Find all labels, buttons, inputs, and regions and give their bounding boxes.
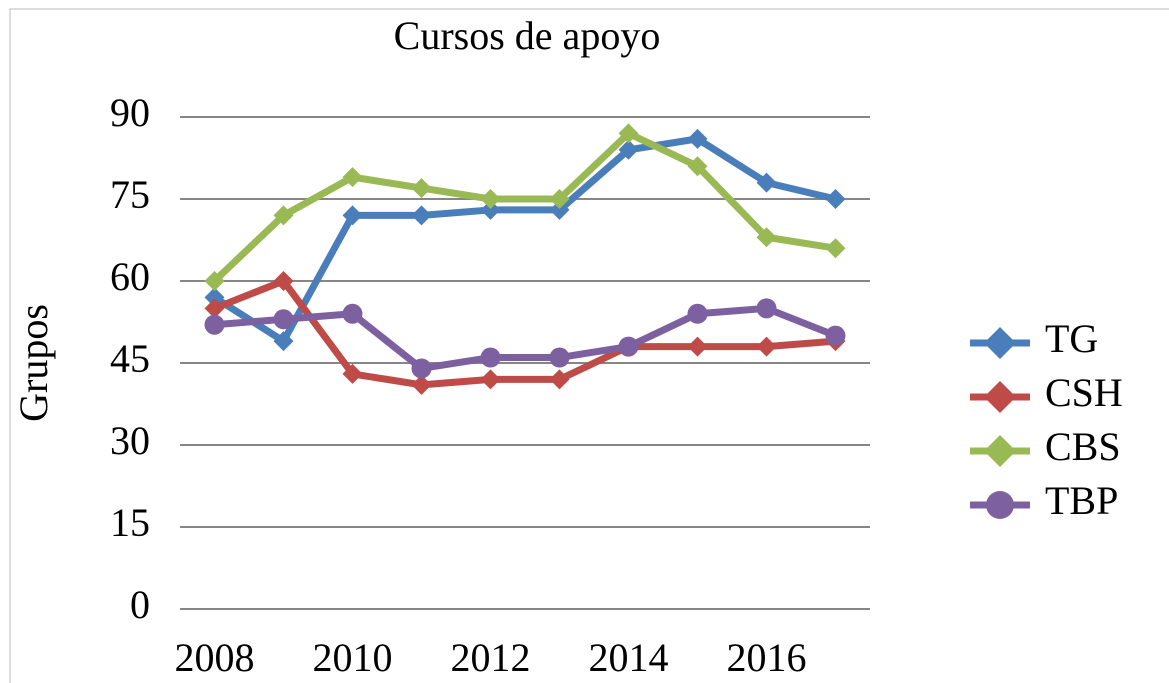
series	[204, 298, 846, 379]
legend-label: CBS	[1045, 424, 1121, 469]
marker	[273, 331, 294, 352]
marker	[549, 369, 570, 390]
marker	[756, 336, 777, 357]
marker	[687, 156, 708, 177]
y-axis-label: Grupos	[11, 304, 56, 422]
line	[212, 135, 837, 345]
x-tick-label: 2008	[175, 635, 255, 680]
marker	[204, 287, 225, 308]
chart-title: Cursos de apoyo	[394, 13, 661, 58]
marker	[549, 199, 570, 220]
legend-marker	[984, 327, 1016, 359]
legend-label: CSH	[1045, 370, 1123, 415]
marker	[687, 336, 708, 357]
legend-entry: CSH	[970, 370, 1123, 415]
marker	[825, 325, 846, 346]
marker	[480, 347, 501, 368]
legend-entry: TBP	[970, 478, 1118, 523]
marker	[549, 347, 570, 368]
line	[213, 277, 836, 389]
marker	[549, 189, 570, 209]
marker	[687, 303, 708, 324]
marker	[756, 227, 777, 248]
marker	[411, 205, 432, 226]
marker	[687, 128, 708, 149]
series	[204, 271, 846, 395]
marker	[480, 369, 501, 390]
marker	[411, 374, 432, 395]
marker	[756, 172, 777, 193]
y-tick-label: 60	[110, 254, 150, 299]
y-tick-label: 90	[110, 90, 150, 135]
y-tick-label: 75	[110, 172, 150, 217]
marker	[204, 271, 225, 291]
marker	[756, 298, 777, 319]
legend-entry: TG	[970, 316, 1098, 361]
line	[214, 304, 837, 372]
marker	[480, 199, 501, 220]
marker	[825, 189, 846, 209]
y-tick-label: 45	[110, 336, 150, 381]
series	[204, 123, 846, 291]
marker	[618, 336, 639, 357]
marker	[342, 363, 363, 384]
marker	[618, 139, 639, 160]
marker	[618, 123, 639, 144]
marker	[204, 298, 225, 319]
legend-marker	[986, 491, 1014, 519]
marker	[273, 271, 294, 291]
marker	[411, 178, 432, 199]
line	[212, 129, 837, 284]
marker	[273, 205, 294, 226]
y-tick-label: 0	[130, 582, 150, 627]
legend-label: TG	[1045, 316, 1098, 361]
legend-marker	[984, 381, 1016, 413]
marker	[342, 167, 363, 188]
y-tick-label: 30	[110, 418, 150, 463]
legend-marker	[984, 435, 1016, 467]
chart-border	[9, 8, 1169, 683]
series	[204, 128, 846, 352]
marker	[204, 314, 225, 335]
marker	[480, 189, 501, 209]
legend-label: TBP	[1045, 478, 1118, 523]
x-tick-label: 2016	[727, 635, 807, 680]
marker	[825, 238, 846, 259]
marker	[342, 205, 363, 226]
marker	[342, 303, 363, 324]
x-tick-label: 2014	[589, 635, 669, 680]
y-tick-label: 15	[110, 500, 150, 545]
x-tick-label: 2010	[313, 635, 393, 680]
marker	[273, 309, 294, 330]
marker	[411, 358, 432, 379]
legend-entry: CBS	[970, 424, 1121, 469]
x-tick-label: 2012	[451, 635, 531, 680]
